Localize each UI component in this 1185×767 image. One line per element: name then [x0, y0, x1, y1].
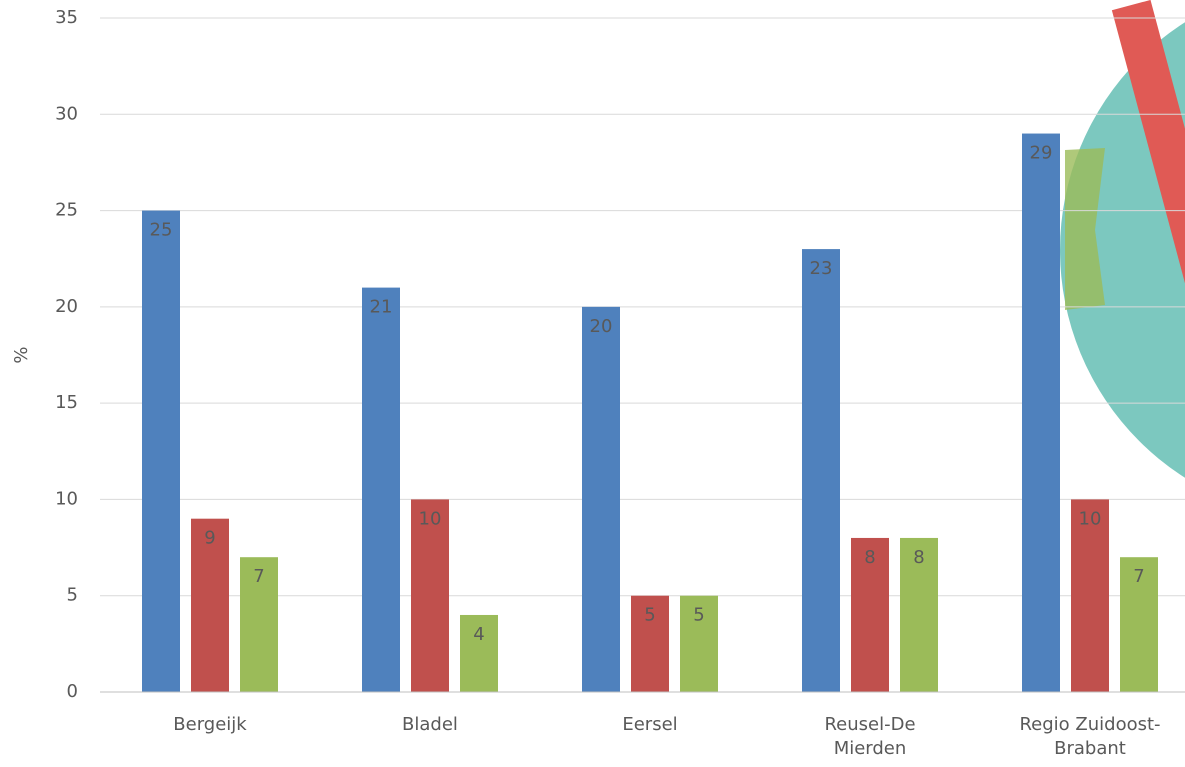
x-tick-label: Bergeijk	[173, 714, 247, 735]
data-label: 8	[864, 547, 875, 568]
data-label: 25	[150, 220, 173, 241]
y-tick-label: 10	[55, 488, 78, 509]
bar	[411, 499, 449, 692]
bar	[680, 595, 718, 692]
bar	[582, 306, 620, 692]
x-tick-label: Regio Zuidoost-Brabant	[1019, 714, 1161, 759]
data-label: 10	[419, 508, 442, 529]
bar	[460, 614, 498, 692]
bar	[802, 249, 840, 693]
x-tick-label: Eersel	[622, 714, 678, 735]
data-label: 21	[370, 297, 393, 318]
bar	[1022, 133, 1060, 693]
bar	[631, 595, 669, 692]
data-label: 7	[253, 566, 264, 587]
data-label: 20	[590, 316, 613, 337]
data-label: 5	[693, 605, 704, 626]
y-axis-label: %	[11, 346, 32, 363]
background-illustration	[1060, 0, 1185, 478]
bar	[851, 537, 889, 692]
data-label: 23	[810, 258, 833, 279]
bar	[142, 210, 180, 693]
y-tick-label: 30	[55, 103, 78, 124]
data-label: 4	[473, 624, 484, 645]
data-label: 29	[1030, 143, 1053, 164]
bar	[1071, 499, 1109, 692]
bar	[362, 287, 400, 692]
bar	[240, 557, 278, 692]
y-tick-label: 15	[55, 392, 78, 413]
y-tick-label: 35	[55, 7, 78, 28]
data-label: 8	[913, 547, 924, 568]
x-tick-label: Bladel	[402, 714, 458, 735]
bar	[1120, 557, 1158, 692]
y-tick-label: 25	[55, 200, 78, 221]
y-tick-label: 20	[55, 296, 78, 317]
x-tick-label: Reusel-De Mierden	[824, 714, 916, 759]
data-label: 7	[1133, 566, 1144, 587]
bar	[900, 537, 938, 692]
y-tick-label: 5	[67, 585, 78, 606]
bar	[191, 518, 229, 692]
y-tick-label: 0	[67, 681, 78, 702]
data-label: 9	[204, 528, 215, 549]
data-label: 10	[1079, 508, 1102, 529]
data-label: 5	[644, 605, 655, 626]
